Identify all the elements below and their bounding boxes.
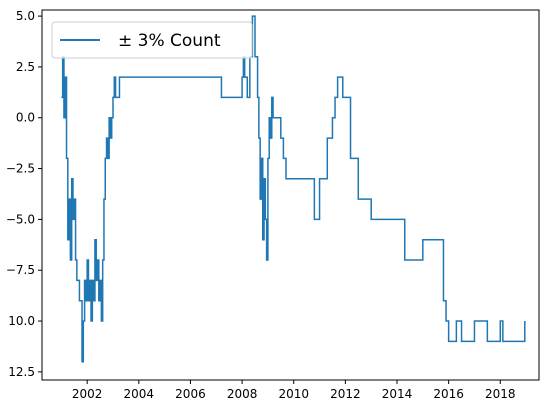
series-layer [61, 15, 526, 363]
legend: ± 3% Count [51, 21, 253, 59]
y-tick-label: 2.5 [16, 60, 35, 74]
series-line [61, 15, 526, 363]
x-tick-label: 2018 [485, 387, 516, 401]
x-tick-label: 2012 [330, 387, 361, 401]
x-axis: 2002 2004 2006 2008 2010 2012 2014 2016 2018 [72, 380, 516, 401]
plot-frame [41, 9, 540, 381]
y-tick-label: −7.5 [6, 263, 35, 277]
y-tick-label: 5.0 [16, 9, 35, 23]
x-tick-label: 2006 [175, 387, 206, 401]
y-tick-label: 10.0 [8, 314, 35, 328]
legend-label: ± 3% Count [118, 31, 221, 51]
y-tick-label: −2.5 [6, 162, 35, 176]
legend-box [51, 21, 253, 59]
y-tick-label: 12.5 [8, 365, 35, 379]
y-tick-label: −5.0 [6, 212, 35, 226]
y-tick-label: 0.0 [16, 111, 35, 125]
y-axis: 5.0 2.5 0.0 −2.5 −5.0 −7.5 10.0 12.5 [6, 9, 42, 379]
x-tick-label: 2014 [382, 387, 413, 401]
x-tick-label: 2010 [278, 387, 309, 401]
x-tick-label: 2002 [72, 387, 103, 401]
plot-area-background [42, 10, 539, 380]
x-tick-label: 2004 [124, 387, 155, 401]
x-tick-label: 2008 [227, 387, 258, 401]
x-tick-label: 2016 [433, 387, 464, 401]
